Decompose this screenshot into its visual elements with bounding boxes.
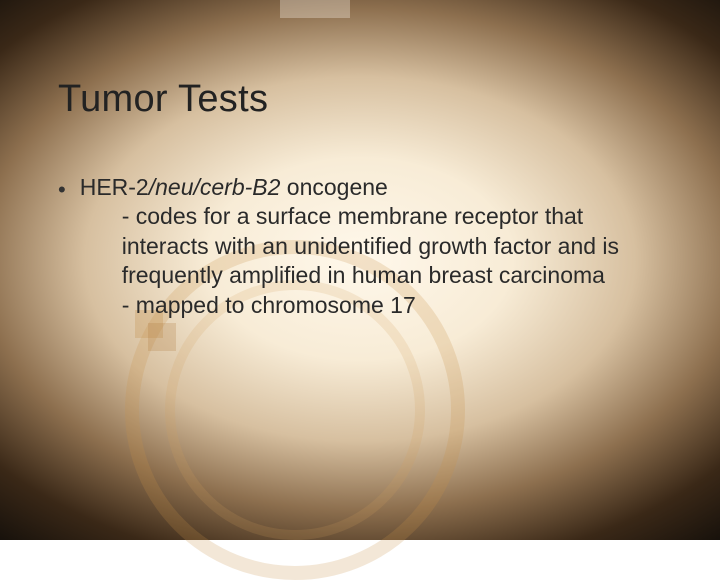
gene-name-suffix: oncogene: [280, 174, 387, 200]
subpoint-2: - mapped to chromosome 17: [80, 291, 670, 320]
bullet-glyph: •: [58, 177, 66, 203]
gene-name-italic: /neu/cerb-B2: [149, 174, 281, 200]
subpoint-1: - codes for a surface membrane receptor …: [80, 202, 670, 290]
slide-content: Tumor Tests • HER-2/neu/cerb-B2 oncogene…: [58, 78, 670, 320]
slide-title: Tumor Tests: [58, 78, 670, 121]
bullet-body: HER-2/neu/cerb-B2 oncogene - codes for a…: [80, 173, 670, 320]
decor-top-accent: [280, 0, 350, 18]
bullet-item: • HER-2/neu/cerb-B2 oncogene - codes for…: [58, 173, 670, 320]
gene-name-plain: HER-2: [80, 174, 149, 200]
decor-square-2: [148, 323, 176, 351]
